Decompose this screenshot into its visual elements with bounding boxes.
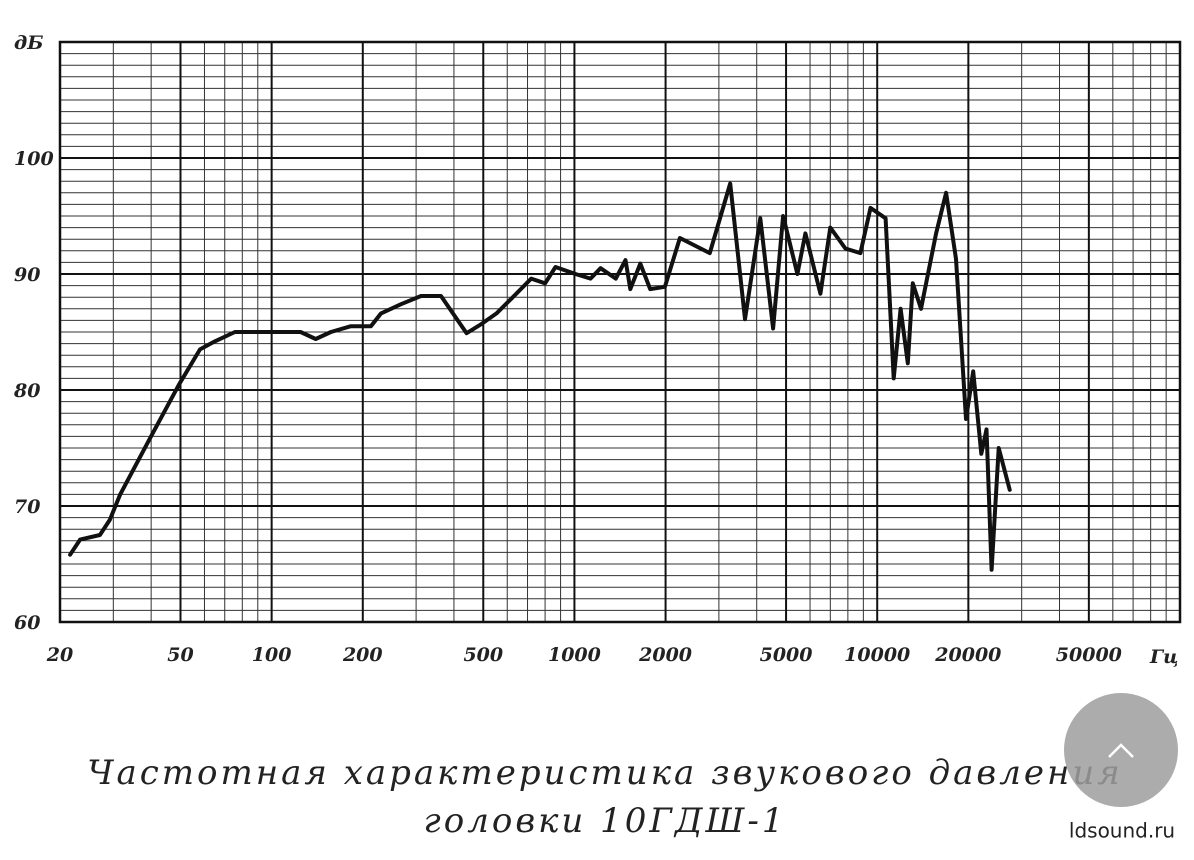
x-tick-label: 20000 — [934, 644, 1001, 666]
x-tick-label: 500 — [463, 644, 503, 666]
y-tick-label: 80 — [13, 380, 40, 402]
y-tick-label: дБ — [14, 32, 43, 54]
x-tick-label: 100 — [252, 644, 292, 666]
scroll-top-button[interactable] — [1064, 693, 1178, 807]
x-tick-label: 5000 — [760, 644, 813, 666]
y-tick-label: 100 — [14, 148, 54, 170]
x-tick-label: 2000 — [638, 644, 692, 666]
response-line — [68, 181, 1012, 572]
y-tick-label: 70 — [14, 496, 40, 518]
chart-subtitle: головки 10ГДШ-1 — [424, 801, 787, 841]
x-axis-label: Гц — [1149, 646, 1178, 668]
x-tick-label: 10000 — [844, 644, 910, 666]
x-tick-label: 50 — [167, 644, 193, 666]
y-tick-label: 90 — [14, 264, 40, 286]
plot-frame — [58, 40, 1182, 624]
y-tick-label: 60 — [14, 612, 40, 634]
x-tick-label: 1000 — [548, 644, 601, 666]
x-tick-label: 200 — [342, 644, 383, 666]
scroll-top-icon — [1108, 743, 1134, 758]
source: ldsound.ru — [1069, 819, 1175, 843]
x-tick-label: 20 — [46, 644, 73, 666]
chart-title: Частотная характеристика звукового давле… — [87, 753, 1123, 793]
x-tick-label: 50000 — [1056, 644, 1122, 666]
